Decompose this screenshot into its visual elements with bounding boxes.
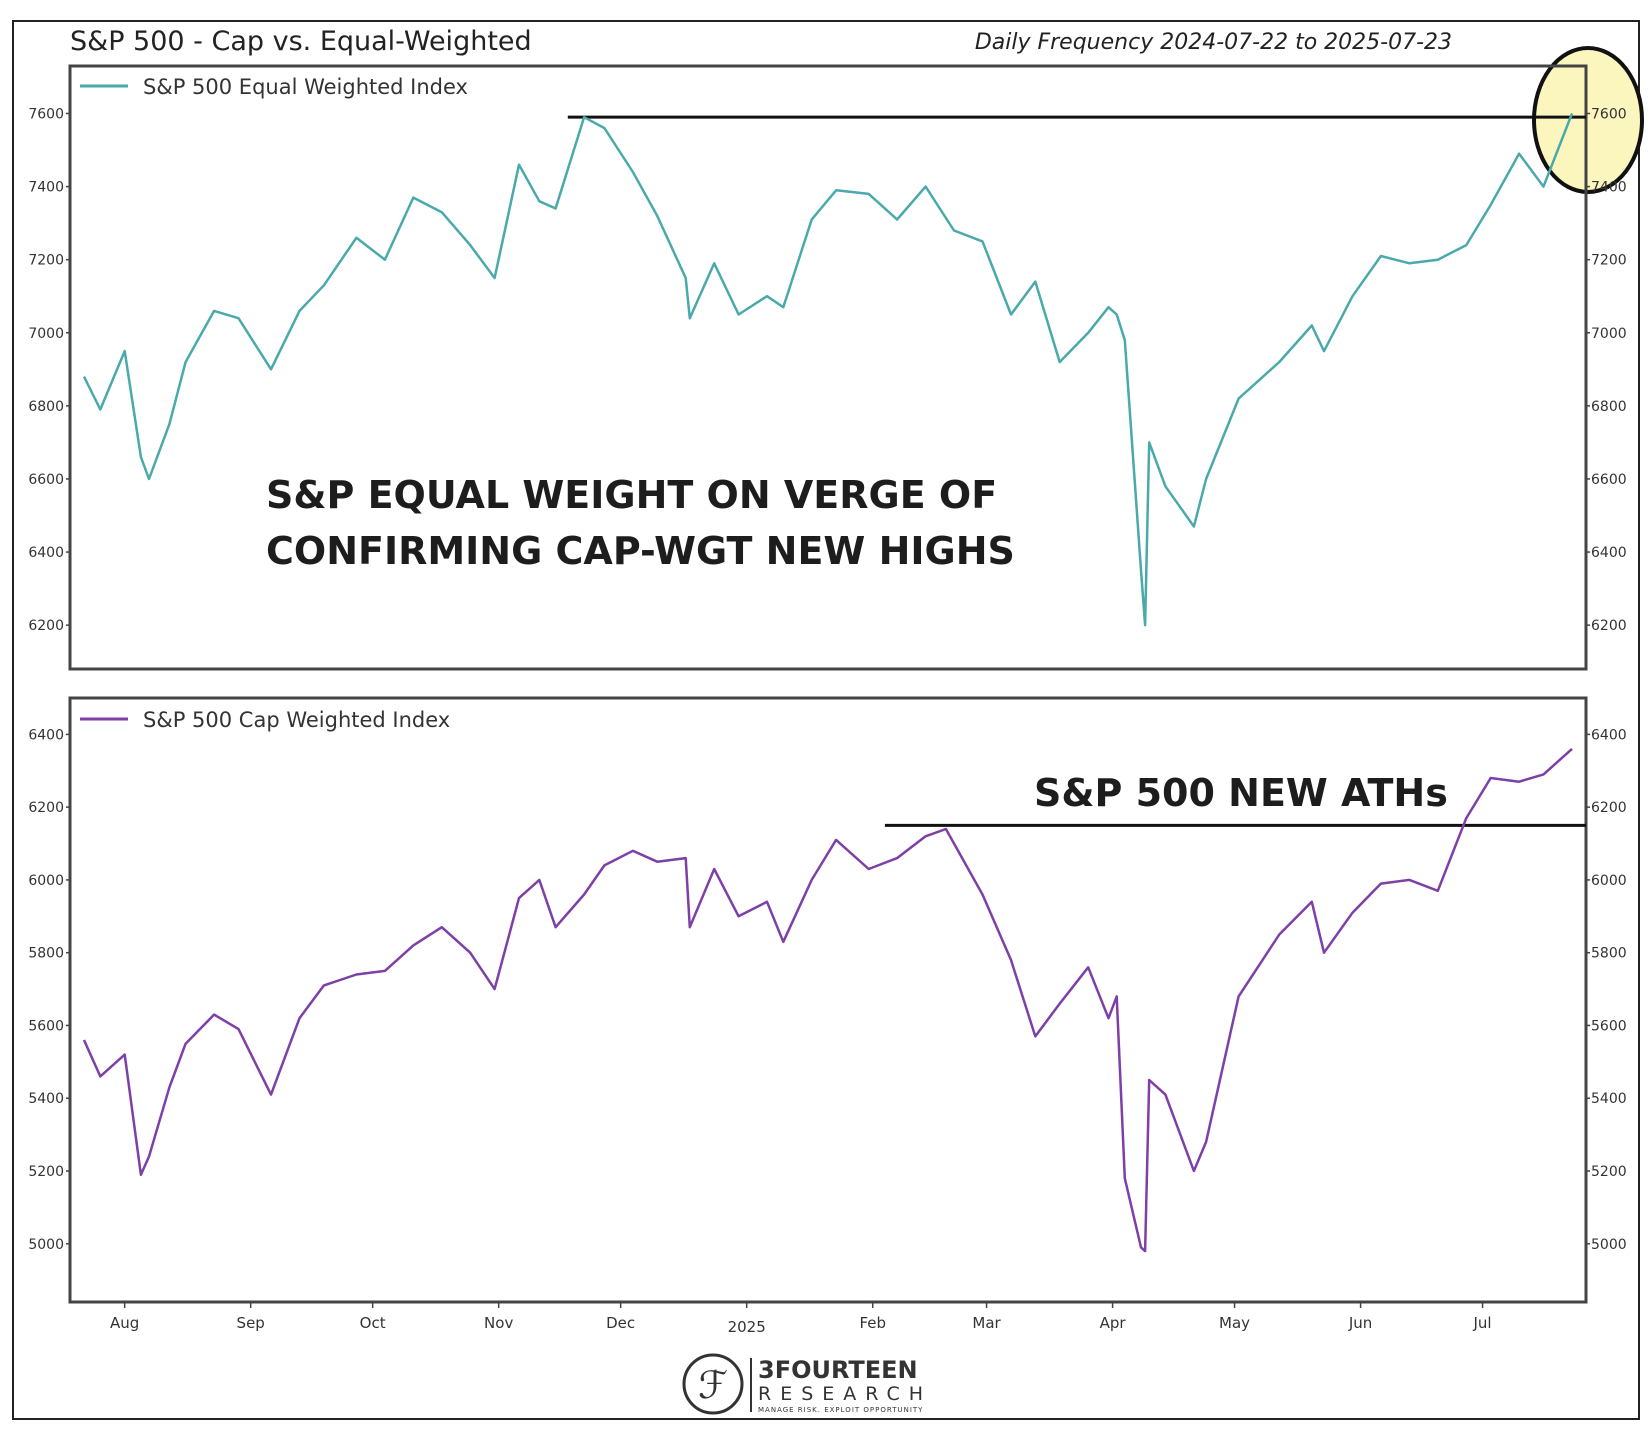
cap-weight-ytick-label-right-6400: 6400 [1591,727,1627,743]
logo-tagline: MANAGE RISK. EXPLOIT OPPORTUNITY [758,1406,923,1414]
equal-weight-ytick-label-right-6400: 6400 [1591,545,1627,561]
chart-title: S&P 500 - Cap vs. Equal-Weighted [70,26,532,57]
logo-sub: RESEARCH [758,1383,932,1405]
xtick-label-jun: Jun [1348,1314,1372,1332]
equal-weight-annotation-line-2: CONFIRMING CAP-WGT NEW HIGHS [266,529,1015,573]
equal-weight-ytick-label-right-7600: 7600 [1591,107,1627,123]
equal-weight-ytick-label-left-7200: 7200 [28,253,64,269]
cap-weight-ytick-label-left-6200: 6200 [28,800,64,816]
cap-weight-ytick-label-right-5200: 5200 [1591,1164,1627,1180]
cap-weight-ytick-label-left-5000: 5000 [28,1237,64,1253]
equal-weight-ytick-label-right-7400: 7400 [1591,180,1627,196]
brand-logo: ℱ 3FOURTEEN RESEARCH MANAGE RISK. EXPLOI… [682,1353,932,1415]
cap-weight-ytick-label-right-5400: 5400 [1591,1091,1627,1107]
equal-weight-ytick-label-left-6400: 6400 [28,545,64,561]
xtick-label-dec: Dec [606,1314,635,1332]
equal-weight-ytick-label-right-7000: 7000 [1591,326,1627,342]
xtick-label-sep: Sep [237,1314,265,1332]
equal-weight-ytick-label-right-6200: 6200 [1591,618,1627,634]
equal-weight-ytick-label-right-7200: 7200 [1591,253,1627,269]
xtick-label-oct: Oct [360,1314,386,1332]
equal-weight-series-line [82,113,1574,627]
cap-weight-ytick-label-right-5600: 5600 [1591,1018,1627,1034]
cap-weight-ytick-label-right-6000: 6000 [1591,873,1627,889]
cap-weight-ytick-label-right-5800: 5800 [1591,946,1627,962]
equal-weight-ytick-label-left-7400: 7400 [28,180,64,196]
cap-weight-ytick-label-left-5600: 5600 [28,1018,64,1034]
xtick-label-jul: Jul [1473,1314,1492,1332]
equal-weight-legend-label: S&P 500 Equal Weighted Index [143,75,468,99]
cap-weight-ytick-label-left-5400: 5400 [28,1091,64,1107]
xtick-label-apr: Apr [1100,1314,1127,1332]
equal-weight-ytick-label-right-6800: 6800 [1591,399,1627,415]
equal-weight-ytick-label-left-6200: 6200 [28,618,64,634]
cap-weight-ytick-label-right-5000: 5000 [1591,1237,1627,1253]
xtick-label-may: May [1219,1314,1250,1332]
equal-weight-ytick-label-right-6600: 6600 [1591,472,1627,488]
xtick-label-feb: Feb [859,1314,886,1332]
logo-mark-icon [682,1353,744,1415]
equal-weight-y-axis: 6200 6200 6400 6400 6600 6600 6800 6800 7000 7000… [28,107,1626,635]
cap-weight-ytick-label-right-6200: 6200 [1591,800,1627,816]
cap-weight-ytick-label-left-5800: 5800 [28,946,64,962]
cap-weight-ytick-label-left-6400: 6400 [28,727,64,743]
cap-weight-legend: S&P 500 Cap Weighted Index [80,708,450,732]
logo-name: 3FOURTEEN [758,1356,918,1384]
xtick-label-2025: 2025 [728,1318,766,1336]
x-axis: Aug Sep Oct Nov Dec 2025 Feb Mar Apr May Jun Jul [110,1302,1492,1336]
equal-weight-ytick-label-left-7600: 7600 [28,107,64,123]
xtick-label-nov: Nov [484,1314,513,1332]
cap-weight-ytick-label-left-5200: 5200 [28,1164,64,1180]
equal-weight-ytick-label-left-7000: 7000 [28,326,64,342]
cap-weight-series-line [82,747,1573,1253]
equal-weight-legend: S&P 500 Equal Weighted Index [80,75,468,99]
logo-mark-glyph: ℱ [698,1363,728,1407]
chart-frame [12,20,1640,1420]
equal-weight-ytick-label-left-6600: 6600 [28,472,64,488]
cap-weight-ytick-label-left-6000: 6000 [28,873,64,889]
cap-weight-y-axis: 5000 5000 5200 5200 5400 5400 5600 5600 5800 5800… [28,727,1626,1252]
equal-weight-ytick-label-left-6800: 6800 [28,399,64,415]
equal-weight-annotation-line-1: S&P EQUAL WEIGHT ON VERGE OF [266,473,997,517]
xtick-label-mar: Mar [972,1314,1001,1332]
cap-weight-legend-label: S&P 500 Cap Weighted Index [143,708,450,732]
equal-weight-panel [68,64,1588,671]
xtick-label-aug: Aug [110,1314,139,1332]
chart-subtitle: Daily Frequency 2024-07-22 to 2025-07-23 [974,30,1452,55]
cap-weight-annotation: S&P 500 NEW ATHs [1034,771,1448,815]
highlight-circle [1532,46,1644,194]
cap-weight-panel [68,696,1588,1304]
